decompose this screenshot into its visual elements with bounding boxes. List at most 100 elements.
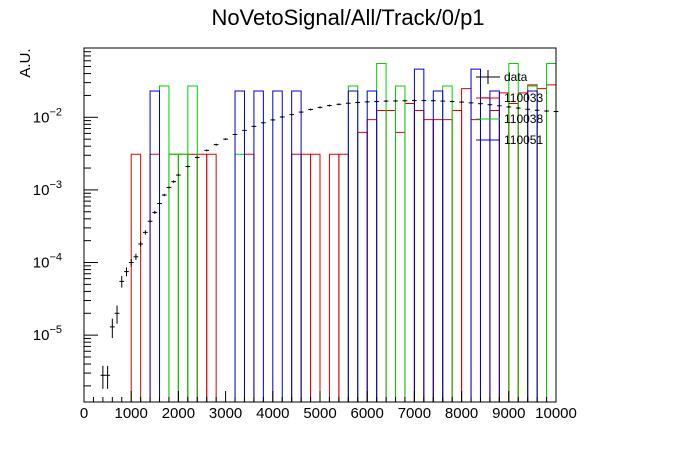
data-point <box>534 109 540 112</box>
series-110033-bin <box>310 153 321 402</box>
data-point <box>100 365 106 389</box>
data-point <box>440 100 446 103</box>
series-110051 <box>149 68 538 402</box>
legend-entry-110038: 110038 <box>476 112 543 126</box>
series-110051-bin <box>432 90 444 402</box>
legend-entry-data: data <box>476 70 528 84</box>
data-point <box>143 230 148 235</box>
x-tick-label: 9000 <box>492 405 525 422</box>
data-point <box>317 106 323 109</box>
data-point <box>114 305 120 324</box>
data-point <box>497 104 502 107</box>
data-point <box>152 210 158 215</box>
series-110051-bin <box>413 68 425 402</box>
data-point <box>459 101 464 104</box>
y-axis-label: A.U. <box>17 48 34 77</box>
series-110051-bin <box>366 90 378 402</box>
series-110051-bin <box>272 90 283 402</box>
series-110033-bin <box>130 153 142 402</box>
series-110051-bin <box>527 90 538 402</box>
y-axis: 10−5 10−4 10−3 10−2 <box>33 51 98 387</box>
x-tick-label: 1000 <box>115 405 148 422</box>
legend-entry-110033: 110033 <box>476 91 543 105</box>
series-layer <box>130 63 557 402</box>
series-110051-bin <box>470 68 481 402</box>
data-point <box>478 102 483 105</box>
data-point <box>468 101 474 104</box>
data-point <box>298 111 304 114</box>
x-tick-label: 10000 <box>535 405 577 422</box>
data-point <box>133 253 139 261</box>
plot-area: 0 1000 2000 3000 4000 5000 6000 7000 8000 9000 100… <box>33 47 577 422</box>
data-point <box>345 102 351 105</box>
data-point <box>421 99 427 102</box>
data-point <box>449 100 455 103</box>
x-tick-label: 8000 <box>445 405 478 422</box>
data-point <box>109 318 115 339</box>
series-110051-bin <box>253 90 264 402</box>
data-point <box>124 267 129 277</box>
y-tick-label: 10−5 <box>33 324 62 344</box>
series-110038-bin <box>187 85 198 402</box>
data-point <box>119 276 125 288</box>
legend-label: 110038 <box>504 112 543 126</box>
data-point <box>213 143 219 146</box>
data-point <box>232 133 238 136</box>
x-tick-label: 5000 <box>303 405 336 422</box>
chart-title: NoVetoSignal/All/Track/0/p1 <box>211 5 484 30</box>
data-point <box>327 104 332 107</box>
series-110051-bin <box>149 90 161 402</box>
legend-label: 110051 <box>504 133 543 147</box>
data-point <box>171 180 177 183</box>
data-point <box>525 108 531 111</box>
data-point <box>185 165 191 168</box>
data-point <box>157 201 162 206</box>
data-point <box>147 219 153 224</box>
series-110051-bin <box>489 90 500 402</box>
data-point <box>138 241 143 247</box>
data-point <box>242 129 247 132</box>
data-point <box>270 118 276 121</box>
data-point <box>364 100 370 103</box>
x-tick-label: 2000 <box>162 405 195 422</box>
series-110051-bin <box>347 90 359 402</box>
data-point <box>251 125 257 128</box>
x-tick-label: 3000 <box>209 405 242 422</box>
x-tick-label: 0 <box>80 405 88 422</box>
data-point <box>289 113 295 116</box>
x-tick-label: 6000 <box>351 405 384 422</box>
y-tick-label: 10−4 <box>33 252 62 272</box>
data-points-layer <box>100 99 559 389</box>
data-point <box>355 101 361 104</box>
data-point <box>393 99 398 102</box>
legend-entry-110051: 110051 <box>476 133 543 147</box>
legend-label: data <box>504 70 528 84</box>
data-point <box>128 258 134 267</box>
data-point <box>430 99 436 102</box>
data-point <box>105 365 110 389</box>
data-point <box>487 103 493 106</box>
series-110038-bin <box>508 63 519 402</box>
y-tick-label: 10−3 <box>33 179 62 199</box>
y-tick-label: 10−2 <box>33 106 62 126</box>
legend-label: 110033 <box>504 91 543 105</box>
data-point <box>383 100 389 103</box>
data-point <box>544 110 549 112</box>
data-point <box>336 103 342 106</box>
data-point <box>308 108 313 111</box>
series-110051-bin <box>291 90 302 402</box>
data-point <box>412 99 417 102</box>
data-point <box>176 174 181 177</box>
data-point <box>223 138 228 141</box>
data-point <box>374 100 379 103</box>
data-point <box>204 149 210 152</box>
data-point <box>506 105 512 108</box>
data-point <box>161 193 167 197</box>
data-point <box>279 116 285 118</box>
data-point <box>402 99 408 102</box>
series-110033-bin <box>206 153 217 402</box>
data-point <box>166 186 172 189</box>
series-110038-bin <box>395 85 406 402</box>
series-110051-bin <box>234 90 245 402</box>
